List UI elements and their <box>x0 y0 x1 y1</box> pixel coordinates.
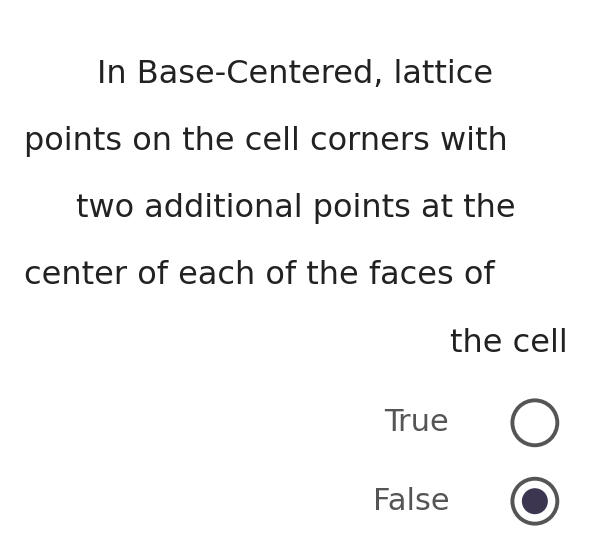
Text: True: True <box>384 408 449 437</box>
Ellipse shape <box>522 488 548 514</box>
Text: two additional points at the: two additional points at the <box>76 193 515 224</box>
Text: False: False <box>372 487 449 516</box>
Text: center of each of the faces of: center of each of the faces of <box>24 260 494 291</box>
Text: the cell: the cell <box>450 328 567 358</box>
Text: In Base-Centered, lattice: In Base-Centered, lattice <box>98 59 493 90</box>
Text: points on the cell corners with: points on the cell corners with <box>24 126 508 157</box>
